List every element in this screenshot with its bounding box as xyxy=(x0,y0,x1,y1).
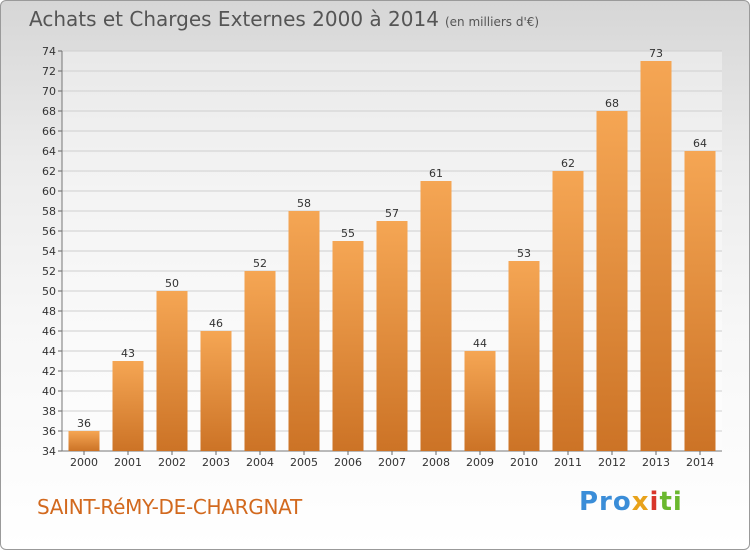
bar-value-label: 50 xyxy=(165,277,179,290)
bar-value-label: 36 xyxy=(77,417,91,430)
bar-value-label: 55 xyxy=(341,227,355,240)
bar-value-label: 73 xyxy=(649,47,663,60)
y-tick-label: 52 xyxy=(42,265,56,278)
bar xyxy=(244,271,276,451)
bar xyxy=(332,241,364,451)
y-tick-label: 46 xyxy=(42,325,56,338)
x-tick-label: 2012 xyxy=(598,456,626,469)
logo-part-4: ti xyxy=(659,487,683,517)
bar xyxy=(112,361,144,451)
bar-value-label: 58 xyxy=(297,197,311,210)
y-tick-label: 38 xyxy=(42,405,56,418)
x-tick-label: 2003 xyxy=(202,456,230,469)
y-tick-label: 56 xyxy=(42,225,56,238)
x-tick-label: 2007 xyxy=(378,456,406,469)
bar-value-label: 61 xyxy=(429,167,443,180)
x-tick-label: 2014 xyxy=(686,456,714,469)
chart-title-text: Achats et Charges Externes 2000 à 2014 xyxy=(29,7,439,31)
bar-value-label: 62 xyxy=(561,157,575,170)
bar xyxy=(200,331,232,451)
y-tick-label: 68 xyxy=(42,105,56,118)
bar-value-label: 57 xyxy=(385,207,399,220)
bar xyxy=(684,151,716,451)
x-tick-label: 2009 xyxy=(466,456,494,469)
bar xyxy=(596,111,628,451)
proxiti-logo: Proxiti xyxy=(579,487,683,517)
bar-value-label: 64 xyxy=(693,137,707,150)
bar xyxy=(420,181,452,451)
y-tick-label: 70 xyxy=(42,85,56,98)
x-tick-label: 2006 xyxy=(334,456,362,469)
x-tick-label: 2004 xyxy=(246,456,274,469)
y-tick-label: 50 xyxy=(42,285,56,298)
x-tick-label: 2001 xyxy=(114,456,142,469)
y-tick-label: 44 xyxy=(42,345,56,358)
bar-value-label: 52 xyxy=(253,257,267,270)
bar-value-label: 53 xyxy=(517,247,531,260)
bar xyxy=(376,221,408,451)
bar xyxy=(640,61,672,451)
logo-part-1: Pro xyxy=(579,487,632,517)
x-tick-label: 2000 xyxy=(70,456,98,469)
y-tick-label: 48 xyxy=(42,305,56,318)
y-tick-label: 54 xyxy=(42,245,56,258)
y-tick-label: 72 xyxy=(42,65,56,78)
bar xyxy=(68,431,100,451)
x-tick-label: 2008 xyxy=(422,456,450,469)
y-tick-label: 64 xyxy=(42,145,56,158)
logo-part-3: i xyxy=(649,487,660,517)
logo-part-2: x xyxy=(631,487,650,517)
x-tick-label: 2005 xyxy=(290,456,318,469)
bar-value-label: 43 xyxy=(121,347,135,360)
bar xyxy=(464,351,496,451)
x-tick-label: 2011 xyxy=(554,456,582,469)
y-tick-label: 40 xyxy=(42,385,56,398)
y-tick-label: 60 xyxy=(42,185,56,198)
bar xyxy=(288,211,320,451)
bar-value-label: 44 xyxy=(473,337,487,350)
y-tick-label: 42 xyxy=(42,365,56,378)
x-tick-label: 2002 xyxy=(158,456,186,469)
bar xyxy=(508,261,540,451)
y-tick-label: 74 xyxy=(42,45,56,58)
chart-title: Achats et Charges Externes 2000 à 2014 (e… xyxy=(29,7,539,31)
y-tick-label: 62 xyxy=(42,165,56,178)
bar-value-label: 68 xyxy=(605,97,619,110)
y-tick-label: 36 xyxy=(42,425,56,438)
y-tick-label: 66 xyxy=(42,125,56,138)
y-tick-label: 58 xyxy=(42,205,56,218)
y-tick-label: 34 xyxy=(42,445,56,458)
x-tick-label: 2013 xyxy=(642,456,670,469)
commune-name: SAINT-RéMY-DE-CHARGNAT xyxy=(37,495,302,519)
x-tick-label: 2010 xyxy=(510,456,538,469)
bar xyxy=(552,171,584,451)
bar-value-label: 46 xyxy=(209,317,223,330)
chart-subtitle: (en milliers d'€) xyxy=(444,15,540,29)
bar xyxy=(156,291,188,451)
